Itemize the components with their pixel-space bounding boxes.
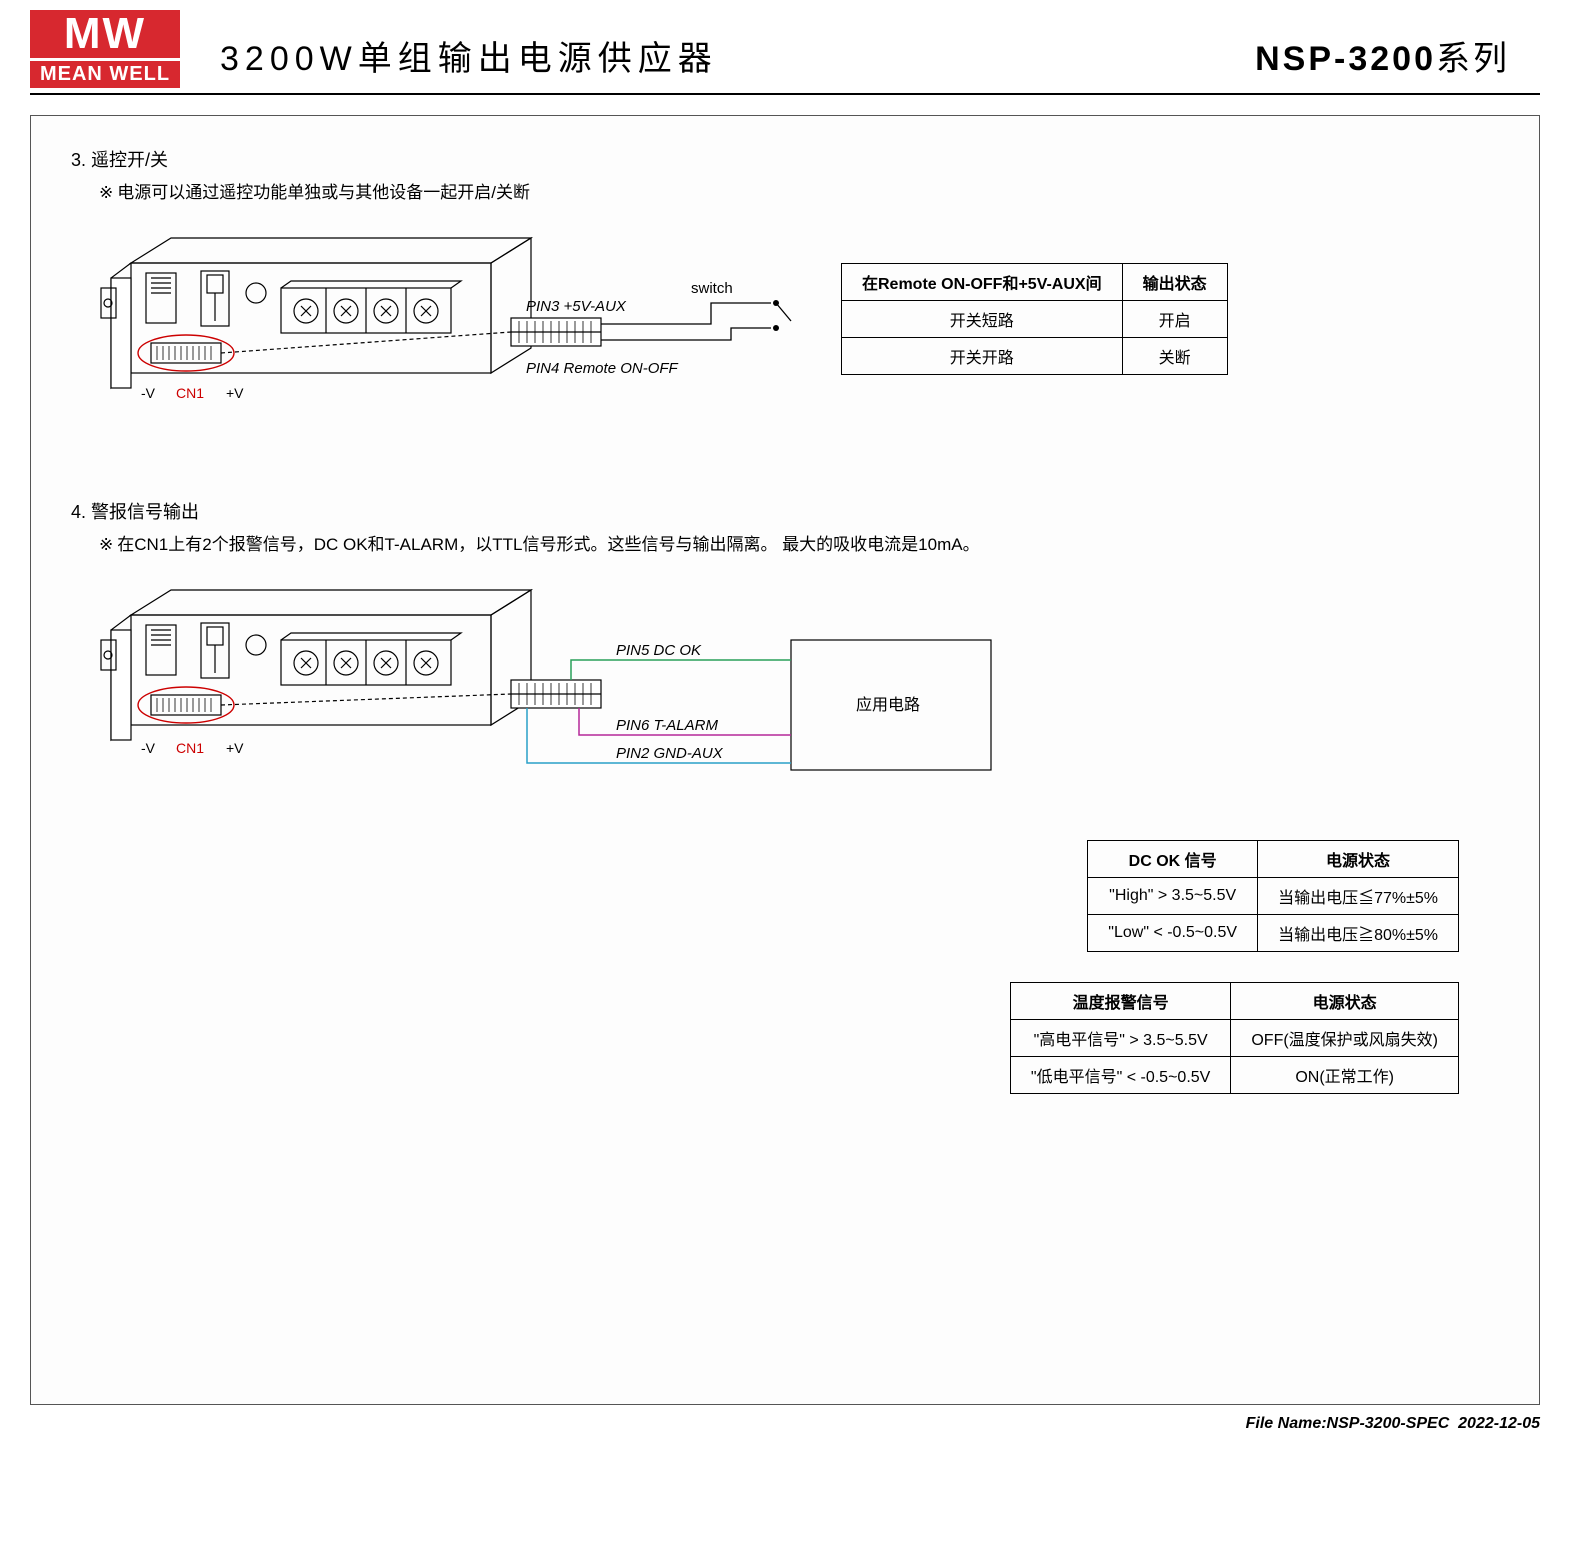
table-cell: "低电平信号" < -0.5~0.5V [1010, 1057, 1230, 1094]
remote-onoff-table: 在Remote ON-OFF和+5V-AUX间 输出状态 开关短路 开启 开关开… [841, 263, 1228, 375]
section-4-title: 警报信号输出 [91, 502, 199, 522]
section-4-num: 4. [71, 502, 86, 522]
section-4-note: ※在CN1上有2个报警信号，DC OK和T-ALARM，以TTL信号形式。这些信… [99, 530, 1499, 555]
section-3-table-wrap: 在Remote ON-OFF和+5V-AUX间 输出状态 开关短路 开启 开关开… [841, 263, 1228, 375]
page-footer: File Name:NSP-3200-SPEC 2022-12-05 [0, 1415, 1540, 1433]
section-3-diagram-row: PIN3 +5V-AUX switch PIN4 Remote ON-OFF -… [71, 233, 1499, 438]
table-row: 开关短路 开启 [842, 301, 1228, 338]
footer-label: File Name: [1246, 1415, 1327, 1432]
table-header: 输出状态 [1122, 264, 1227, 301]
temp-alarm-table: 温度报警信号 电源状态 "高电平信号" > 3.5~5.5V OFF(温度保护或… [1010, 982, 1459, 1094]
table-cell: ON(正常工作) [1231, 1057, 1459, 1094]
section-4-heading: 4. 警报信号输出 [71, 498, 1499, 524]
table-row: 温度报警信号 电源状态 [1010, 983, 1458, 1020]
table-cell: "高电平信号" > 3.5~5.5V [1010, 1020, 1230, 1057]
dc-ok-table: DC OK 信号 电源状态 "High" > 3.5~5.5V 当输出电压≦77… [1087, 840, 1459, 952]
table-cell: 开启 [1122, 301, 1227, 338]
table-cell: 当输出电压≦77%±5% [1258, 878, 1459, 915]
neg-v-label-4: -V [141, 740, 156, 756]
neg-v-label: -V [141, 385, 156, 401]
table-row: "High" > 3.5~5.5V 当输出电压≦77%±5% [1088, 878, 1459, 915]
page-header: MW MEAN WELL 3200W单组输出电源供应器 NSP-3200系列 [30, 0, 1540, 95]
page-title: 3200W单组输出电源供应器 [220, 31, 1255, 88]
table-header: 在Remote ON-OFF和+5V-AUX间 [842, 264, 1123, 301]
bullet-icon: ※ [99, 183, 113, 202]
table-header: 电源状态 [1231, 983, 1459, 1020]
table-cell: "High" > 3.5~5.5V [1088, 878, 1258, 915]
logo-meanwell: MEAN WELL [30, 58, 180, 88]
table-cell: "Low" < -0.5~0.5V [1088, 915, 1258, 952]
switch-label: switch [691, 280, 733, 297]
footer-filename: NSP-3200-SPEC [1327, 1415, 1450, 1432]
brand-logo: MW MEAN WELL [30, 10, 180, 88]
table-row: 在Remote ON-OFF和+5V-AUX间 输出状态 [842, 264, 1228, 301]
section-3-heading: 3. 遥控开/关 [71, 146, 1499, 172]
cn1-label: CN1 [176, 385, 204, 401]
app-circuit-label: 应用电路 [856, 695, 920, 714]
table-cell: 关断 [1122, 338, 1227, 375]
page-series: NSP-3200系列 [1255, 31, 1510, 88]
table-header: 温度报警信号 [1010, 983, 1230, 1020]
content-frame: 3. 遥控开/关 ※电源可以通过遥控功能单独或与其他设备一起开启/关断 [30, 115, 1540, 1405]
pin6-label: PIN6 T-ALARM [616, 717, 718, 734]
section-3-title: 遥控开/关 [91, 150, 168, 170]
series-suffix: 系列 [1436, 40, 1510, 78]
table-row: DC OK 信号 电源状态 [1088, 841, 1459, 878]
pin4-label: PIN4 Remote ON-OFF [526, 360, 679, 377]
table-cell: OFF(温度保护或风扇失效) [1231, 1020, 1459, 1057]
bullet-icon: ※ [99, 535, 113, 554]
table-header: DC OK 信号 [1088, 841, 1258, 878]
footer-date: 2022-12-05 [1458, 1415, 1540, 1432]
section-4-diagram-row: 应用电路 PIN5 DC OK PIN6 T-ALARM PIN2 GND-AU… [71, 585, 1499, 820]
section-4-diagram: 应用电路 PIN5 DC OK PIN6 T-ALARM PIN2 GND-AU… [71, 585, 1051, 820]
table-row: "低电平信号" < -0.5~0.5V ON(正常工作) [1010, 1057, 1458, 1094]
table-row: "高电平信号" > 3.5~5.5V OFF(温度保护或风扇失效) [1010, 1020, 1458, 1057]
table-row: "Low" < -0.5~0.5V 当输出电压≧80%±5% [1088, 915, 1459, 952]
pos-v-label-4: +V [226, 740, 244, 756]
table-cell: 当输出电压≧80%±5% [1258, 915, 1459, 952]
logo-mw: MW [30, 10, 180, 58]
section-3-note: ※电源可以通过遥控功能单独或与其他设备一起开启/关断 [99, 178, 1499, 203]
series-model: NSP-3200 [1255, 40, 1436, 78]
pos-v-label: +V [226, 385, 244, 401]
table-cell: 开关短路 [842, 301, 1123, 338]
table-row: 开关开路 关断 [842, 338, 1228, 375]
pin3-label: PIN3 +5V-AUX [526, 298, 627, 315]
pin5-label: PIN5 DC OK [616, 642, 702, 659]
cn1-label-4: CN1 [176, 740, 204, 756]
section-3-num: 3. [71, 150, 86, 170]
section-4-note-text: 在CN1上有2个报警信号，DC OK和T-ALARM，以TTL信号形式。这些信号… [117, 535, 979, 554]
table-cell: 开关开路 [842, 338, 1123, 375]
section-3-diagram: PIN3 +5V-AUX switch PIN4 Remote ON-OFF -… [71, 233, 801, 438]
pin2-label: PIN2 GND-AUX [616, 745, 724, 762]
table-header: 电源状态 [1258, 841, 1459, 878]
section-3-note-text: 电源可以通过遥控功能单独或与其他设备一起开启/关断 [117, 183, 530, 202]
section-4-tables: DC OK 信号 电源状态 "High" > 3.5~5.5V 当输出电压≦77… [71, 840, 1459, 1094]
